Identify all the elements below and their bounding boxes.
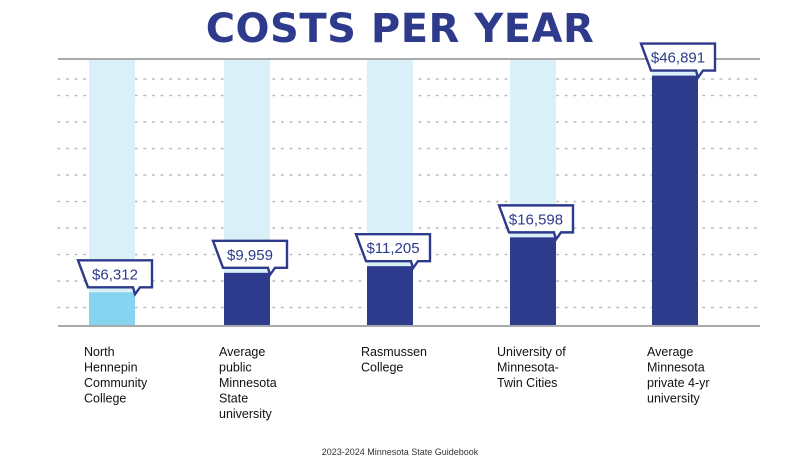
value-label-box <box>497 204 575 243</box>
gridlines <box>57 78 761 309</box>
category-label-line: university <box>647 392 701 406</box>
bar <box>224 272 270 326</box>
bar <box>89 292 135 326</box>
category-label-line: College <box>84 392 126 406</box>
category-labels: North Hennepin Community College Average publ… <box>84 345 710 421</box>
category-label: Average Minnesota private 4-yr university <box>647 345 710 406</box>
category-label-line: Rasmussen <box>361 345 427 359</box>
value-label-box <box>354 232 432 271</box>
bar <box>367 266 413 326</box>
category-label-line: Twin Cities <box>497 376 557 390</box>
axes <box>58 58 760 327</box>
bar-chart: $6,312 $9,959 $11,205 $16,598 $46,891 North H… <box>57 42 761 421</box>
category-label-line: private 4-yr <box>647 376 710 390</box>
category-label-line: public <box>219 361 252 375</box>
category-label-line: Minnesota <box>647 361 705 375</box>
bars <box>89 75 698 327</box>
category-label: University of Minnesota-Twin Cities <box>497 345 566 390</box>
value-label: $16,598 <box>509 211 563 228</box>
value-label-box <box>76 259 154 298</box>
category-label-line: university <box>219 407 273 421</box>
category-label: Average public Minnesota State university <box>219 345 277 421</box>
category-label: Rasmussen College <box>361 345 427 375</box>
category-label-line: Community <box>84 376 148 390</box>
category-label-line: Minnesota <box>219 376 277 390</box>
bar <box>652 75 698 327</box>
category-label-line: College <box>361 361 403 375</box>
value-labels: $6,312 $9,959 $11,205 $16,598 $46,891 <box>76 42 717 298</box>
value-label: $11,205 <box>366 240 419 257</box>
category-label-line: Average <box>647 345 693 359</box>
category-label-line: University of <box>497 345 566 359</box>
chart-title: COSTS PER YEAR <box>205 6 595 52</box>
value-label: $9,959 <box>227 247 273 264</box>
value-label-box <box>639 42 717 81</box>
category-label-line: Hennepin <box>84 361 138 375</box>
value-label: $6,312 <box>92 266 138 283</box>
category-label-line: State <box>219 392 248 406</box>
category-label-line: Average <box>219 345 265 359</box>
category-label: North Hennepin Community College <box>84 345 148 406</box>
category-label-line: Minnesota- <box>497 361 559 375</box>
value-label-box <box>211 239 289 278</box>
value-label: $46,891 <box>651 50 705 67</box>
bar <box>510 237 556 326</box>
source-note: 2023-2024 Minnesota State Guidebook <box>321 447 479 457</box>
category-label-line: North <box>84 345 115 359</box>
